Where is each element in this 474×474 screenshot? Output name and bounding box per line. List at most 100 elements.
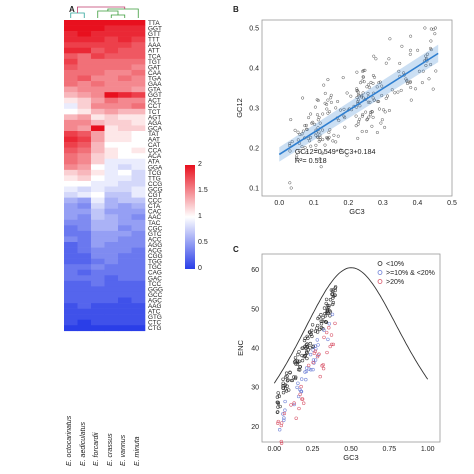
data-point <box>305 356 309 361</box>
x-tick-label: 0.50 <box>344 446 358 453</box>
data-point <box>321 315 325 320</box>
heatmap-cell <box>118 275 132 282</box>
data-point <box>429 62 433 67</box>
heatmap-cell <box>131 186 146 193</box>
data-point <box>321 366 326 371</box>
data-point <box>276 391 280 395</box>
heatmap-cell <box>64 258 78 265</box>
heatmap-cell <box>131 58 146 65</box>
heatmap-cell <box>91 169 105 176</box>
data-point <box>424 63 428 68</box>
data-point <box>326 78 330 82</box>
codon-label: TTG <box>148 175 161 182</box>
heatmap-cell <box>104 303 119 309</box>
data-point <box>434 69 438 73</box>
heatmap-cell <box>64 280 78 287</box>
heatmap-cell <box>91 275 105 282</box>
heatmap-cell <box>64 36 78 43</box>
data-point <box>303 344 307 349</box>
heatmap-cell <box>104 47 119 54</box>
heatmap-cell <box>77 53 92 60</box>
data-point <box>315 330 320 334</box>
heatmap-cell <box>118 175 132 182</box>
data-point <box>284 389 289 393</box>
colorbar-tick-label: 2 <box>198 161 202 168</box>
heatmap-cell <box>118 136 132 143</box>
codon-label: TGT <box>148 59 161 66</box>
data-point <box>390 88 394 92</box>
species-label: E. forcardii <box>93 432 100 466</box>
data-point <box>431 87 435 91</box>
heatmap-cell <box>131 164 146 171</box>
data-point <box>405 81 410 86</box>
heatmap-cell <box>77 186 92 193</box>
data-point <box>292 375 296 379</box>
x-tick-label: 1.00 <box>421 446 435 453</box>
data-point <box>364 110 368 114</box>
heatmap-cell <box>64 164 78 171</box>
heatmap-cell <box>118 81 132 87</box>
heatmap-cell <box>91 225 105 232</box>
data-point <box>289 118 293 122</box>
heatmap-cell <box>91 75 105 82</box>
data-point <box>311 345 315 349</box>
legend-marker <box>377 279 383 284</box>
heatmap-cell <box>118 297 132 304</box>
codon-heatmap: TTAGGTGTTTTTAAAATTTCATGTGATCAATGAGAAGTAG… <box>64 6 163 332</box>
heatmap-cell <box>131 230 146 237</box>
heatmap-cell <box>118 219 132 226</box>
heatmap-cell <box>118 208 132 215</box>
heatmap-cell <box>77 36 92 43</box>
heatmap-cell <box>118 291 132 298</box>
data-point <box>281 384 285 388</box>
column-dendrogram <box>70 6 139 18</box>
data-point <box>420 81 424 85</box>
data-point <box>302 338 307 343</box>
heatmap-cell <box>131 169 146 176</box>
data-point <box>393 91 397 95</box>
data-point <box>323 312 327 316</box>
heatmap-cell <box>91 269 105 276</box>
heatmap-cell <box>118 31 132 37</box>
data-point <box>311 120 315 124</box>
data-point <box>281 377 285 381</box>
heatmap-cell <box>77 175 92 182</box>
heatmap-cell <box>118 75 132 82</box>
data-point <box>325 107 329 111</box>
data-point <box>288 181 292 185</box>
heatmap-cell <box>77 153 92 160</box>
data-point <box>322 306 327 310</box>
data-point <box>398 61 402 65</box>
codon-label: CAC <box>148 209 162 216</box>
heatmap-cell <box>64 47 78 54</box>
data-point <box>296 138 300 142</box>
heatmap-cell <box>131 203 146 209</box>
regression-line <box>278 52 439 156</box>
data-point <box>283 399 287 404</box>
data-point <box>328 298 333 302</box>
heatmap-cell <box>131 214 146 221</box>
data-point <box>321 363 325 367</box>
heatmap-cell <box>77 164 92 171</box>
heatmap-cell <box>77 242 92 248</box>
heatmap-cell <box>104 42 119 49</box>
data-point <box>388 37 392 41</box>
heatmap-cell <box>104 25 119 32</box>
data-point <box>289 403 293 407</box>
heatmap-cell <box>104 297 119 304</box>
heatmap-cell <box>64 153 78 160</box>
data-point <box>375 130 379 135</box>
heatmap-cell <box>64 175 78 182</box>
data-point <box>311 360 315 365</box>
heatmap-cell <box>131 92 146 98</box>
heatmap-cell <box>77 269 92 276</box>
heatmap-cell <box>104 308 119 315</box>
heatmap-cell <box>77 64 92 71</box>
x-axis-label: GC3 <box>343 453 358 462</box>
data-point <box>355 70 359 74</box>
data-point <box>329 288 334 292</box>
heatmap-cell <box>91 47 105 54</box>
codon-label: CGT <box>148 192 162 199</box>
heatmap-cell <box>131 31 146 37</box>
data-point <box>369 80 373 84</box>
